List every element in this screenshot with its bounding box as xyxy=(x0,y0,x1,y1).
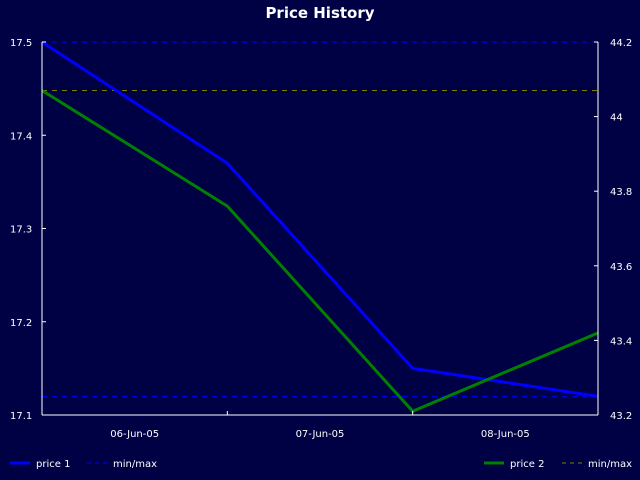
y-right-tick-label: 43.8 xyxy=(610,187,632,198)
y-right-tick-label: 43.4 xyxy=(610,336,632,347)
legend-label-right-0: price 2 xyxy=(510,459,544,470)
x-tick-label: 08-Jun-05 xyxy=(481,429,530,440)
x-tick-label: 07-Jun-05 xyxy=(296,429,345,440)
y-left-tick-label: 17.1 xyxy=(10,411,32,422)
y-left-tick-label: 17.2 xyxy=(10,318,32,329)
legend-label-right-1: min/max xyxy=(588,459,632,470)
legend-label-left-1: min/max xyxy=(113,459,157,470)
y-left-tick-label: 17.3 xyxy=(10,225,32,236)
y-right-tick-label: 43.6 xyxy=(610,262,632,273)
series-line-price-2 xyxy=(41,89,599,413)
chart-title: Price History xyxy=(265,4,375,22)
legend-label-left-0: price 1 xyxy=(36,459,70,470)
y-right-tick-label: 43.2 xyxy=(610,411,632,422)
y-left-tick-label: 17.4 xyxy=(10,131,32,142)
y-left-tick-label: 17.5 xyxy=(10,38,32,49)
y-right-tick-label: 44.2 xyxy=(610,38,632,49)
y-right-tick-label: 44 xyxy=(610,113,623,124)
series-line-price-1 xyxy=(41,40,599,398)
x-tick-label: 06-Jun-05 xyxy=(110,429,159,440)
